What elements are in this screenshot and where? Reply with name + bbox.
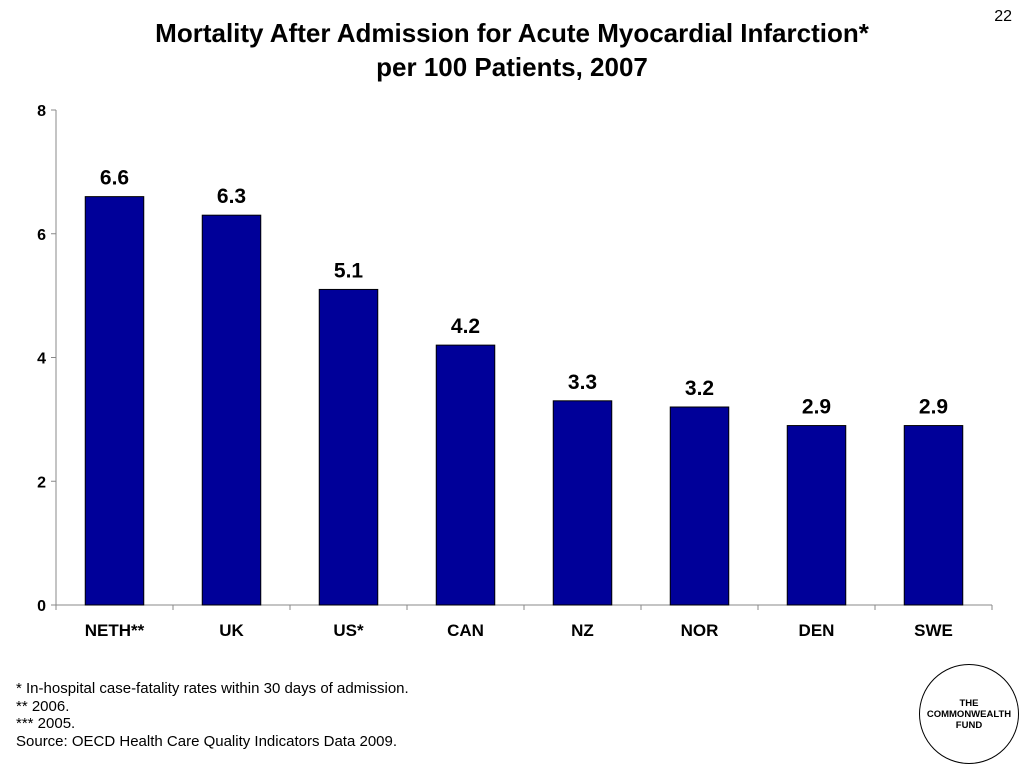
x-tick-label: NETH** <box>85 621 145 640</box>
data-label: 5.1 <box>334 259 364 282</box>
footnote-source: Source: OECD Health Care Quality Indicat… <box>16 732 398 750</box>
y-tick-label: 2 <box>37 474 46 491</box>
x-tick-label: NZ <box>571 621 594 640</box>
y-tick-label: 4 <box>37 351 46 368</box>
footnote-1: * In-hospital case-fatality rates within… <box>16 680 409 697</box>
x-tick-label: CAN <box>447 621 484 640</box>
y-tick-label: 8 <box>37 103 46 120</box>
page-number: 22 <box>994 8 1012 25</box>
data-label: 4.2 <box>451 315 480 338</box>
x-tick-label: DEN <box>799 621 835 640</box>
bar <box>435 344 496 606</box>
footnotes: * In-hospital case-fatality rates within… <box>16 680 409 750</box>
footnote-3: *** 2005. <box>16 715 76 732</box>
chart-title-block: Mortality After Admission for Acute Myoc… <box>0 16 1024 84</box>
data-label: 2.9 <box>802 396 831 419</box>
logo-line-1: THE <box>959 697 979 709</box>
data-label: 3.2 <box>685 377 714 400</box>
x-tick-label: UK <box>219 621 244 640</box>
x-tick-label: NOR <box>681 621 719 640</box>
x-tick-label: US* <box>333 621 364 640</box>
logo-line-2: COMMONWEALTH <box>926 708 1012 720</box>
data-label: 6.6 <box>100 167 129 190</box>
chart-title: Mortality After Admission for Acute Myoc… <box>155 18 869 48</box>
data-label: 2.9 <box>919 396 948 419</box>
y-tick-label: 6 <box>37 227 46 244</box>
bar <box>318 288 379 606</box>
logo-line-3: FUND <box>955 719 983 731</box>
bar <box>669 406 730 606</box>
data-label: 3.3 <box>568 371 597 394</box>
bar <box>903 425 964 606</box>
chart-subtitle: per 100 Patients, 2007 <box>376 52 648 82</box>
bar <box>786 425 847 606</box>
data-label: 6.3 <box>217 185 246 208</box>
x-tick-label: SWE <box>914 621 953 640</box>
bar <box>552 400 613 606</box>
footnote-2: ** 2006. <box>16 697 70 715</box>
bar-chart: 0 2 4 6 8 6.6 NETH** 6.3 UK 5.1 US* 4.2 CAN 3.3 NZ 3.2 N… <box>37 103 993 640</box>
bar <box>201 214 262 606</box>
bar <box>84 196 145 606</box>
commonwealth-fund-logo: THE COMMONWEALTH FUND <box>919 664 1019 764</box>
y-tick-label: 0 <box>37 598 46 615</box>
